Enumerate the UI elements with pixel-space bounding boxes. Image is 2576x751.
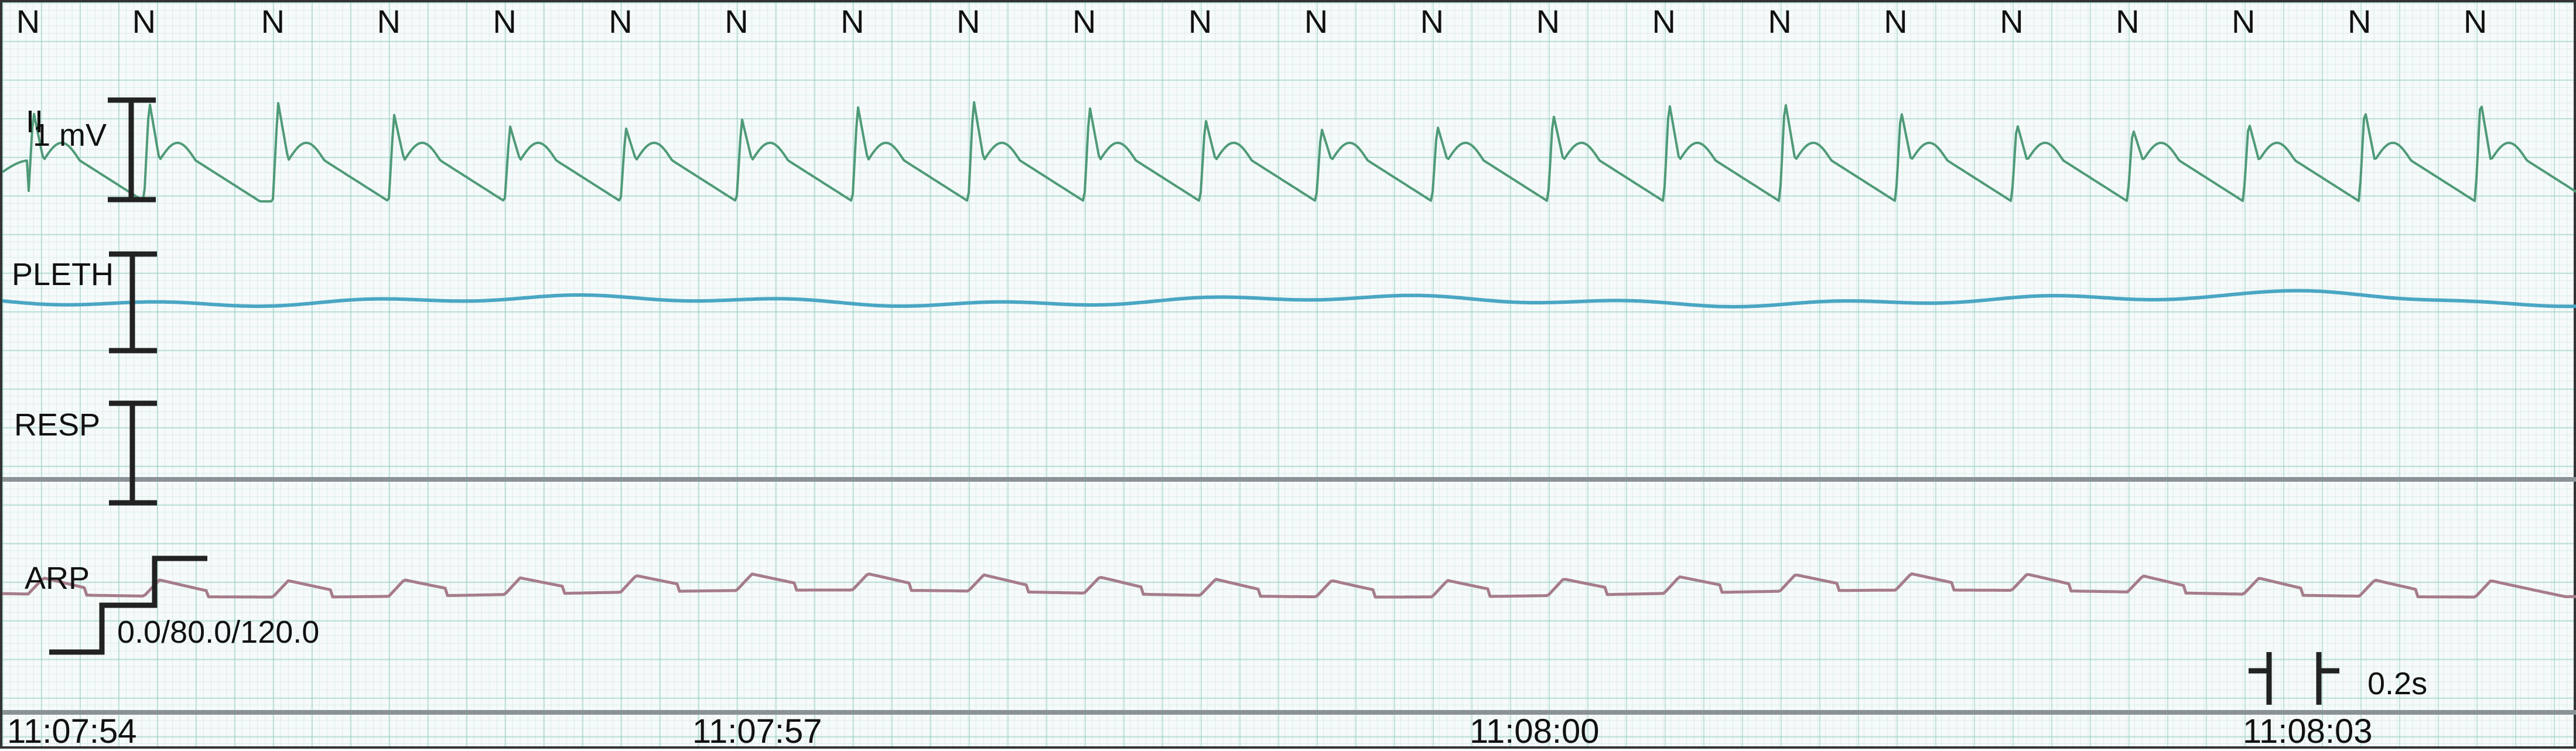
pleth-waveform	[2, 289, 2576, 308]
ecg-calibration-bar	[108, 97, 156, 203]
beat-label: N	[377, 3, 400, 40]
arp-scale-label: 0.0/80.0/120.0	[117, 615, 319, 650]
time-label-0: 11:07:54	[7, 712, 136, 750]
time-label-1: 11:07:57	[692, 712, 822, 750]
time-scale-label: 0.2s	[2367, 666, 2427, 701]
beat-label: N	[261, 3, 285, 40]
arp-channel-label: ARP	[25, 561, 90, 596]
pleth-channel-label: PLETH	[12, 257, 114, 292]
beat-label: N	[1768, 3, 1791, 40]
beat-label: N	[2232, 3, 2255, 40]
ecg-channel-label: II	[26, 104, 43, 139]
beat-label: N	[841, 3, 864, 40]
resp-channel-label: RESP	[14, 407, 100, 443]
beat-label: N	[1072, 3, 1096, 40]
arp-calibration-step	[49, 555, 207, 655]
resp-calibration-bar	[109, 400, 157, 506]
beat-label: N	[1420, 3, 1444, 40]
beat-label: N	[2348, 3, 2371, 40]
beat-label: N	[2464, 3, 2487, 40]
arp-waveform	[2, 572, 2576, 599]
beat-label: N	[1188, 3, 1212, 40]
time-label-2: 11:08:00	[1470, 712, 1599, 750]
beat-label: N	[493, 3, 516, 40]
beat-label: N	[2000, 3, 2023, 40]
beat-label: N	[16, 3, 40, 40]
time-label-3: 11:08:03	[2243, 712, 2372, 750]
time-scale-marker	[2249, 652, 2339, 705]
beat-label: N	[1884, 3, 1907, 40]
beat-label: N	[132, 3, 156, 40]
beat-label: N	[956, 3, 980, 40]
beat-label: N	[725, 3, 748, 40]
beat-label: N	[2116, 3, 2139, 40]
beat-label: N	[1304, 3, 1328, 40]
beat-label: N	[1536, 3, 1560, 40]
beat-label: N	[609, 3, 632, 40]
ecg-scale-label: 1 mV	[33, 118, 107, 153]
beat-label: N	[1652, 3, 1675, 40]
ecg-waveform	[2, 101, 2576, 203]
pleth-calibration-bar	[109, 251, 157, 354]
